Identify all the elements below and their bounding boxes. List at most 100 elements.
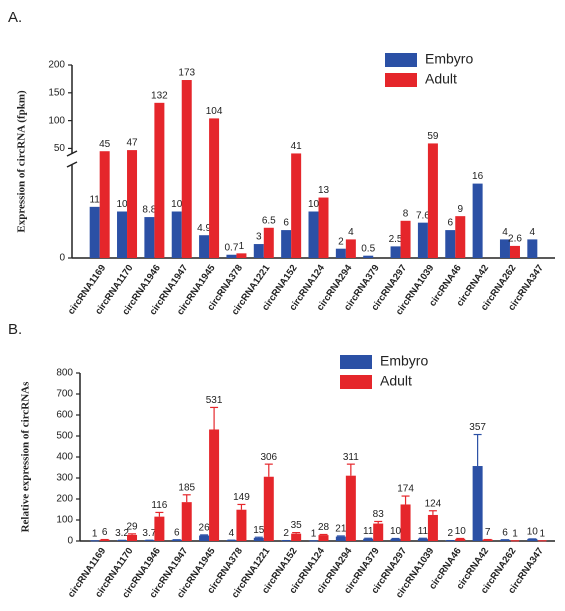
legend-label: Embyro [380, 353, 428, 369]
bar [281, 230, 291, 258]
data-label: 6 [502, 527, 508, 538]
legend-label: Adult [425, 71, 457, 87]
data-label: 26 [199, 523, 211, 534]
bar [473, 184, 483, 258]
data-label: 35 [291, 520, 303, 531]
y-tick-label: 400 [56, 452, 73, 463]
legend-swatch [340, 375, 372, 389]
bar [363, 539, 373, 541]
data-label: 8 [403, 208, 409, 219]
data-label: 21 [335, 524, 347, 535]
data-label: 1 [239, 241, 245, 252]
data-label: 116 [151, 500, 167, 511]
data-label: 3 [256, 232, 262, 243]
data-label: 173 [178, 68, 195, 79]
bar [182, 502, 192, 541]
data-label: 11 [89, 194, 100, 205]
y-tick-label: 800 [56, 368, 73, 379]
data-label: 10 [455, 526, 467, 537]
data-label: 132 [151, 90, 168, 101]
y-tick-label: 500 [56, 431, 73, 442]
data-label: 1 [92, 528, 98, 539]
data-label: 10 [308, 199, 320, 210]
bar [154, 103, 164, 258]
data-label: 104 [206, 106, 223, 117]
data-label: 59 [427, 131, 439, 142]
data-label: 10 [116, 199, 128, 210]
data-label: 28 [318, 522, 330, 533]
bar [309, 212, 319, 259]
data-label: 41 [291, 141, 303, 152]
data-label: 6 [174, 527, 180, 538]
data-label: 47 [126, 138, 138, 149]
legend-label: Adult [380, 373, 412, 389]
bar [172, 212, 182, 259]
y-tick-label: 300 [56, 473, 73, 484]
data-label: 11 [363, 526, 374, 537]
bar [90, 207, 100, 258]
bar [527, 239, 537, 258]
data-label: 1 [512, 528, 518, 539]
y-tick-label: 0 [67, 536, 73, 547]
y-tick-label: 700 [56, 389, 73, 400]
bar [455, 216, 465, 258]
data-label: 357 [469, 422, 486, 433]
data-label: 11 [418, 526, 429, 537]
data-label: 2 [338, 236, 344, 247]
data-label: 4 [229, 528, 235, 539]
data-label: 1 [311, 528, 317, 539]
data-label: 4 [530, 227, 536, 238]
data-label: 7 [485, 527, 491, 538]
data-label: 29 [126, 522, 138, 533]
y-tick-label: 150 [48, 87, 65, 98]
bar [428, 515, 438, 541]
bar [144, 217, 154, 258]
bar [510, 246, 520, 258]
bar [254, 244, 264, 258]
bar [127, 535, 137, 541]
legend-swatch [385, 53, 417, 67]
bar [336, 249, 346, 258]
y-axis-label: Expression of circRNA (fpkm) [16, 90, 28, 233]
bar [127, 150, 137, 258]
data-label: 0.5 [361, 243, 375, 254]
data-label: 149 [233, 492, 250, 503]
legend-swatch [385, 73, 417, 87]
data-label: 2 [447, 528, 453, 539]
data-label: 306 [260, 452, 277, 463]
bar [336, 537, 346, 541]
bar [418, 223, 428, 258]
bar [391, 246, 401, 258]
bar [254, 538, 264, 541]
bar [428, 143, 438, 258]
y-tick-label: 600 [56, 410, 73, 421]
panel-label: B. [8, 321, 22, 338]
bar [418, 539, 428, 541]
data-label: 2 [283, 528, 289, 539]
bar [291, 534, 301, 541]
data-label: 15 [253, 525, 265, 536]
bar [473, 466, 483, 541]
data-label: 6.5 [262, 215, 276, 226]
bar [209, 429, 219, 541]
y-tick-label: 0 [59, 253, 65, 264]
data-label: 124 [425, 498, 442, 509]
bar [401, 221, 411, 258]
data-label: 6 [283, 218, 289, 229]
bar [236, 510, 246, 541]
bar [346, 476, 356, 541]
data-label: 6 [102, 527, 108, 538]
data-label: 83 [373, 509, 385, 520]
bar [264, 477, 274, 541]
bar [401, 504, 411, 541]
bar [100, 151, 110, 258]
bar [209, 118, 219, 258]
data-label: 9 [457, 204, 463, 215]
panel-label: A. [8, 9, 22, 26]
y-tick-label: 200 [48, 60, 65, 71]
bar [373, 524, 383, 541]
data-label: 0.7 [224, 242, 238, 253]
bar [199, 536, 209, 541]
y-tick-label: 50 [54, 143, 66, 154]
